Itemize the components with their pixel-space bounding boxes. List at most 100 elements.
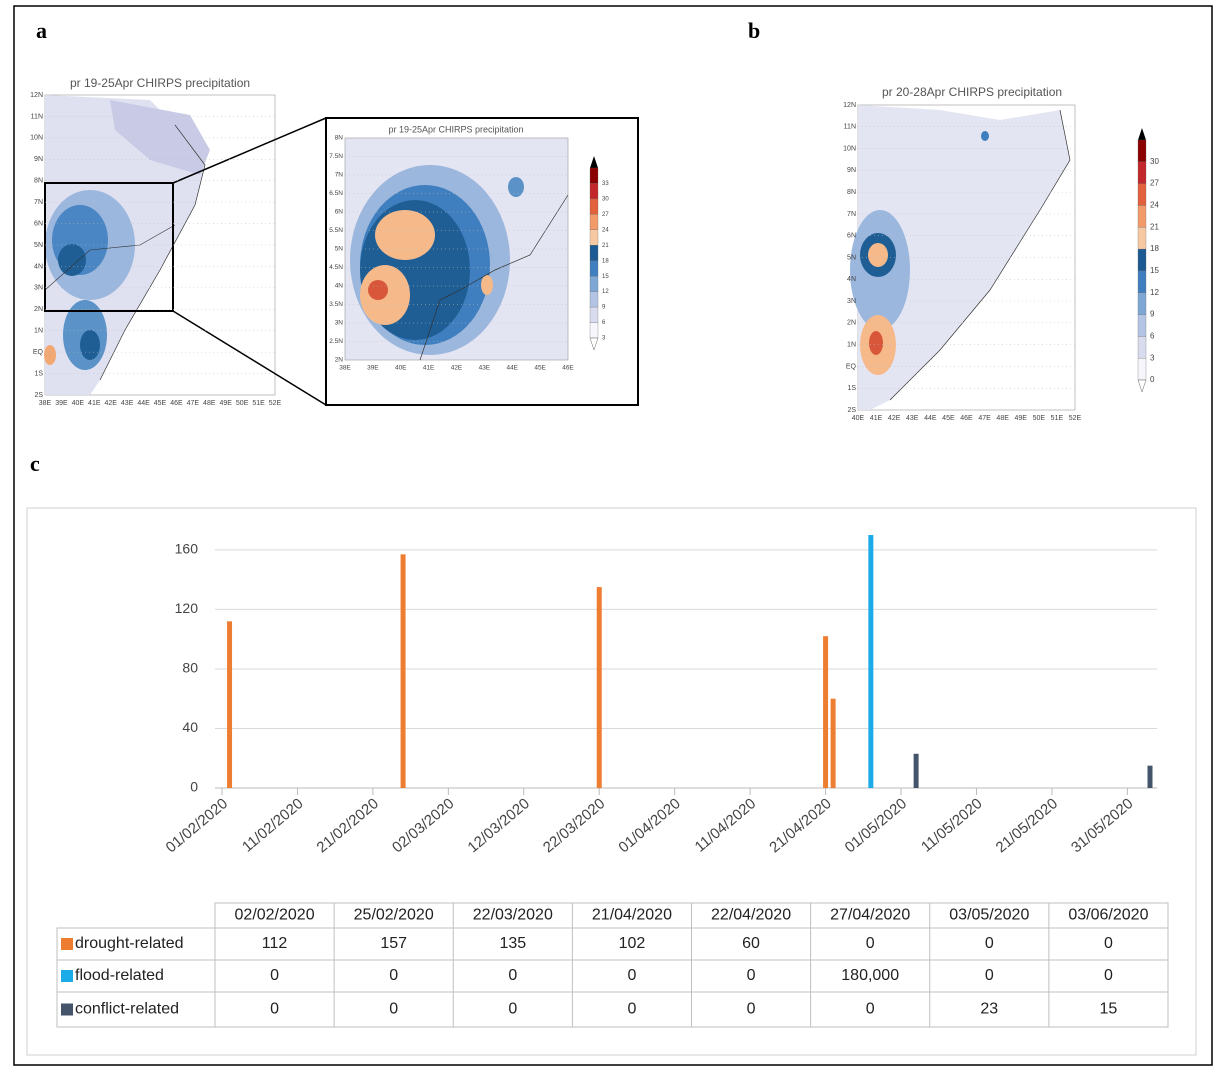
colorbar-label: 15 — [602, 274, 609, 280]
lat-label: 3N — [335, 320, 344, 327]
colorbar-arrow — [1138, 128, 1146, 140]
lon-label: 41E — [870, 415, 883, 422]
colorbar-label: 3 — [602, 336, 606, 342]
table-cell: 0 — [389, 1001, 398, 1018]
lon-label: 40E — [395, 365, 407, 372]
lat-label: 4N — [335, 283, 344, 290]
lat-label: 12N — [843, 102, 856, 109]
lon-label: 38E — [339, 365, 351, 372]
colorbar-label: 33 — [602, 181, 609, 187]
colorbar-label: 24 — [1150, 201, 1159, 210]
colorbar-arrow — [1137, 379, 1147, 393]
colorbar-label: 18 — [1150, 244, 1159, 253]
colorbar-swatch — [1137, 205, 1147, 228]
lat-label: 2.5N — [329, 338, 343, 345]
panel-label: a — [36, 18, 47, 43]
x-tick-label: 21/02/2020 — [314, 795, 382, 856]
lon-label: 42E — [451, 365, 463, 372]
lat-label: 2N — [335, 357, 344, 364]
lat-label: EQ — [846, 363, 857, 370]
table-cell: 112 — [262, 935, 288, 952]
x-tick-label: 11/02/2020 — [239, 795, 307, 856]
lon-label: 43E — [121, 400, 134, 407]
x-tick-label: 01/02/2020 — [163, 795, 231, 856]
lat-label: 5N — [335, 246, 344, 253]
colorbar-swatch — [589, 245, 599, 261]
table-header: 27/04/2020 — [830, 907, 910, 924]
colorbar-swatch — [589, 276, 599, 292]
table-header: 03/06/2020 — [1068, 907, 1148, 924]
table-cell: 0 — [1104, 967, 1113, 984]
lat-label: 4N — [847, 276, 856, 283]
legend-label: flood-related — [75, 967, 164, 984]
lat-label: 6.5N — [329, 190, 343, 197]
lon-label: 40E — [72, 400, 85, 407]
table-cell: 180,000 — [841, 967, 899, 984]
table-cell: 0 — [747, 967, 756, 984]
map-title: pr 20-28Apr CHIRPS precipitation — [882, 85, 1062, 99]
lon-label: 41E — [88, 400, 101, 407]
lat-label: 1N — [34, 328, 43, 335]
x-tick-label: 11/05/2020 — [918, 795, 986, 856]
chart-frame — [26, 507, 1197, 1056]
lat-label: 12N — [30, 92, 43, 99]
colorbar-swatch — [589, 306, 599, 323]
lon-label: 50E — [236, 400, 249, 407]
lon-label: 46E — [170, 400, 183, 407]
lat-label: 5N — [847, 254, 856, 261]
lat-label: 7.5N — [329, 153, 343, 160]
table-header: 02/02/2020 — [235, 907, 315, 924]
colorbar-swatch — [589, 167, 599, 184]
colorbar-label: 0 — [1150, 375, 1155, 384]
table-cell: 102 — [619, 935, 646, 952]
colorbar-label: 6 — [1150, 331, 1155, 340]
lon-label: 49E — [1015, 415, 1028, 422]
x-tick-label: 31/05/2020 — [1068, 795, 1136, 856]
bar — [596, 587, 602, 788]
colorbar-swatch — [1137, 161, 1147, 184]
map-title: pr 19-25Apr CHIRPS precipitation — [70, 76, 250, 90]
y-tick-label: 80 — [182, 660, 198, 676]
lon-label: 39E — [55, 400, 68, 407]
lon-label: 52E — [269, 400, 282, 407]
colorbar-swatch — [589, 198, 599, 215]
colorbar-swatch — [1137, 139, 1147, 162]
lat-label: 1S — [34, 370, 43, 377]
lon-label: 42E — [104, 400, 117, 407]
x-tick-label: 22/03/2020 — [540, 795, 608, 856]
lat-label: 8N — [34, 178, 43, 185]
bar — [913, 753, 919, 788]
lat-label: 9N — [34, 156, 43, 163]
lat-label: 8N — [847, 189, 856, 196]
lon-label: 46E — [960, 415, 973, 422]
bar — [400, 554, 406, 788]
lon-label: 39E — [367, 365, 379, 372]
lat-label: 10N — [843, 145, 856, 152]
table-cell: 0 — [866, 1001, 875, 1018]
table-cell: 0 — [508, 1001, 517, 1018]
lat-label: 2S — [847, 407, 856, 414]
lon-label: 47E — [978, 415, 991, 422]
colorbar-label: 21 — [1150, 222, 1159, 231]
y-tick-label: 0 — [190, 779, 198, 795]
table-cell: 0 — [508, 967, 517, 984]
legend-label: drought-related — [75, 935, 184, 952]
table-cell: 15 — [1100, 1001, 1118, 1018]
lon-label: 42E — [888, 415, 901, 422]
colorbar-swatch — [589, 229, 599, 246]
lon-label: 44E — [506, 365, 518, 372]
lon-label: 45E — [154, 400, 167, 407]
colorbar-label: 15 — [1150, 266, 1159, 275]
lat-label: 7N — [335, 172, 344, 179]
x-tick-label: 01/05/2020 — [842, 795, 910, 856]
lat-label: 2N — [847, 320, 856, 327]
table-cell: 0 — [747, 1001, 756, 1018]
colorbar-swatch — [589, 214, 599, 230]
lat-label: 5.5N — [329, 227, 343, 234]
colorbar-label: 30 — [602, 196, 609, 202]
legend-swatch — [61, 970, 73, 982]
lat-label: 7N — [847, 211, 856, 218]
colorbar-label: 9 — [1150, 310, 1155, 319]
bar — [823, 636, 829, 788]
lat-label: 6N — [847, 233, 856, 240]
